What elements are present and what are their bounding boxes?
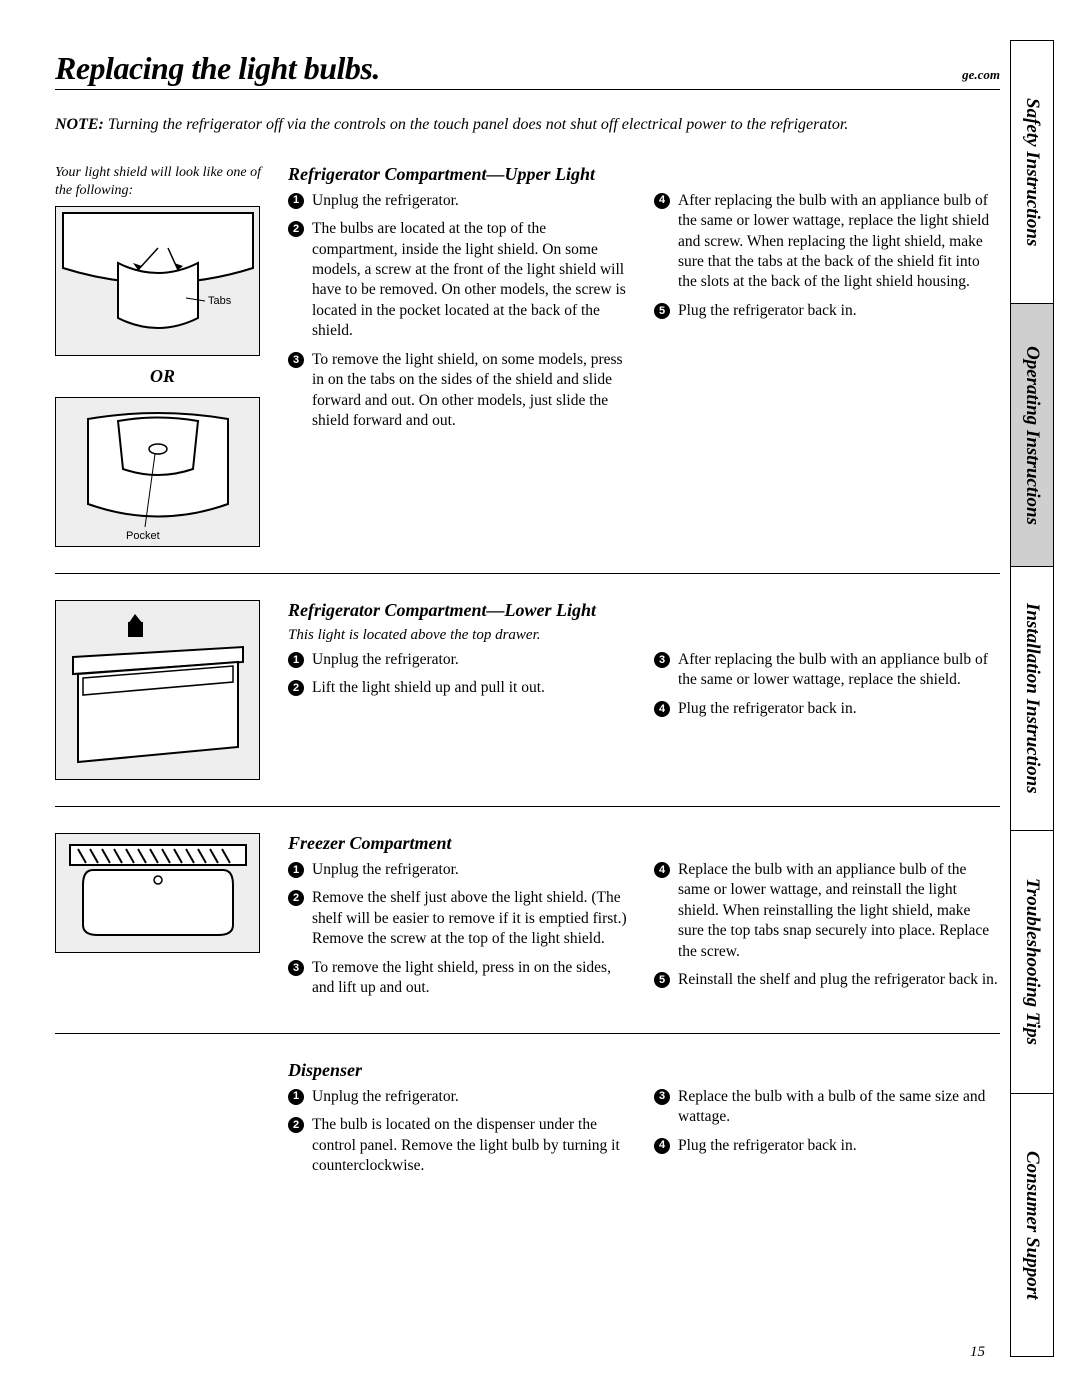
step: 2Lift the light shield up and pull it ou… <box>288 678 634 698</box>
note-paragraph: NOTE: Turning the refrigerator off via t… <box>55 114 1000 136</box>
section-dispenser: Dispenser 1Unplug the refrigerator. 2The… <box>55 1060 1000 1211</box>
brand-link: ge.com <box>962 67 1000 83</box>
sidebar-item-installation[interactable]: Installation Instructions <box>1011 566 1053 829</box>
step: 2The bulb is located on the dispenser un… <box>288 1115 634 1176</box>
section-freezer: Freezer Compartment 1Unplug the refriger… <box>55 833 1000 1034</box>
step: 3To remove the light shield, on some mod… <box>288 350 634 432</box>
or-label: OR <box>55 366 270 387</box>
step: 1Unplug the refrigerator. <box>288 191 634 211</box>
step: 1Unplug the refrigerator. <box>288 1087 634 1107</box>
step: 2The bulbs are located at the top of the… <box>288 219 634 342</box>
step: 4Plug the refrigerator back in. <box>654 1136 1000 1156</box>
step: 4After replacing the bulb with an applia… <box>654 191 1000 293</box>
heading-upper: Refrigerator Compartment—Upper Light <box>288 164 1000 185</box>
figure-tabs: Tabs <box>55 206 260 356</box>
step: 5Reinstall the shelf and plug the refrig… <box>654 970 1000 990</box>
section-upper-light: Your light shield will look like one of … <box>55 164 1000 574</box>
page-title: Replacing the light bulbs. <box>55 50 380 87</box>
svg-text:Pocket: Pocket <box>126 530 160 542</box>
step: 1Unplug the refrigerator. <box>288 650 634 670</box>
step: 2Remove the shelf just above the light s… <box>288 888 634 949</box>
note-body: Turning the refrigerator off via the con… <box>108 116 848 133</box>
sidebar-item-troubleshooting[interactable]: Troubleshooting Tips <box>1011 830 1053 1093</box>
sidebar-item-safety[interactable]: Safety Instructions <box>1011 41 1053 303</box>
figure-caption-upper: Your light shield will look like one of … <box>55 164 270 200</box>
sidebar-item-operating[interactable]: Operating Instructions <box>1011 303 1053 566</box>
step: 5Plug the refrigerator back in. <box>654 301 1000 321</box>
svg-text:Tabs: Tabs <box>208 295 232 307</box>
title-row: Replacing the light bulbs. ge.com <box>55 50 1000 90</box>
figure-pocket: Pocket <box>55 397 260 547</box>
step: 1Unplug the refrigerator. <box>288 860 634 880</box>
step: 4Replace the bulb with an appliance bulb… <box>654 860 1000 962</box>
heading-dispenser: Dispenser <box>288 1060 1000 1081</box>
step: 3Replace the bulb with a bulb of the sam… <box>654 1087 1000 1128</box>
heading-lower: Refrigerator Compartment—Lower Light <box>288 600 1000 621</box>
sidebar-tabs: Safety Instructions Operating Instructio… <box>1010 40 1054 1357</box>
step: 4Plug the refrigerator back in. <box>654 699 1000 719</box>
step: 3To remove the light shield, press in on… <box>288 958 634 999</box>
page-number: 15 <box>970 1344 985 1361</box>
note-prefix: NOTE: <box>55 116 104 133</box>
section-lower-light: Refrigerator Compartment—Lower Light Thi… <box>55 600 1000 807</box>
sidebar-item-consumer[interactable]: Consumer Support <box>1011 1093 1053 1356</box>
figure-freezer <box>55 833 260 953</box>
figure-lower <box>55 600 260 780</box>
step: 3After replacing the bulb with an applia… <box>654 650 1000 691</box>
heading-freezer: Freezer Compartment <box>288 833 1000 854</box>
sub-lower: This light is located above the top draw… <box>288 627 1000 644</box>
